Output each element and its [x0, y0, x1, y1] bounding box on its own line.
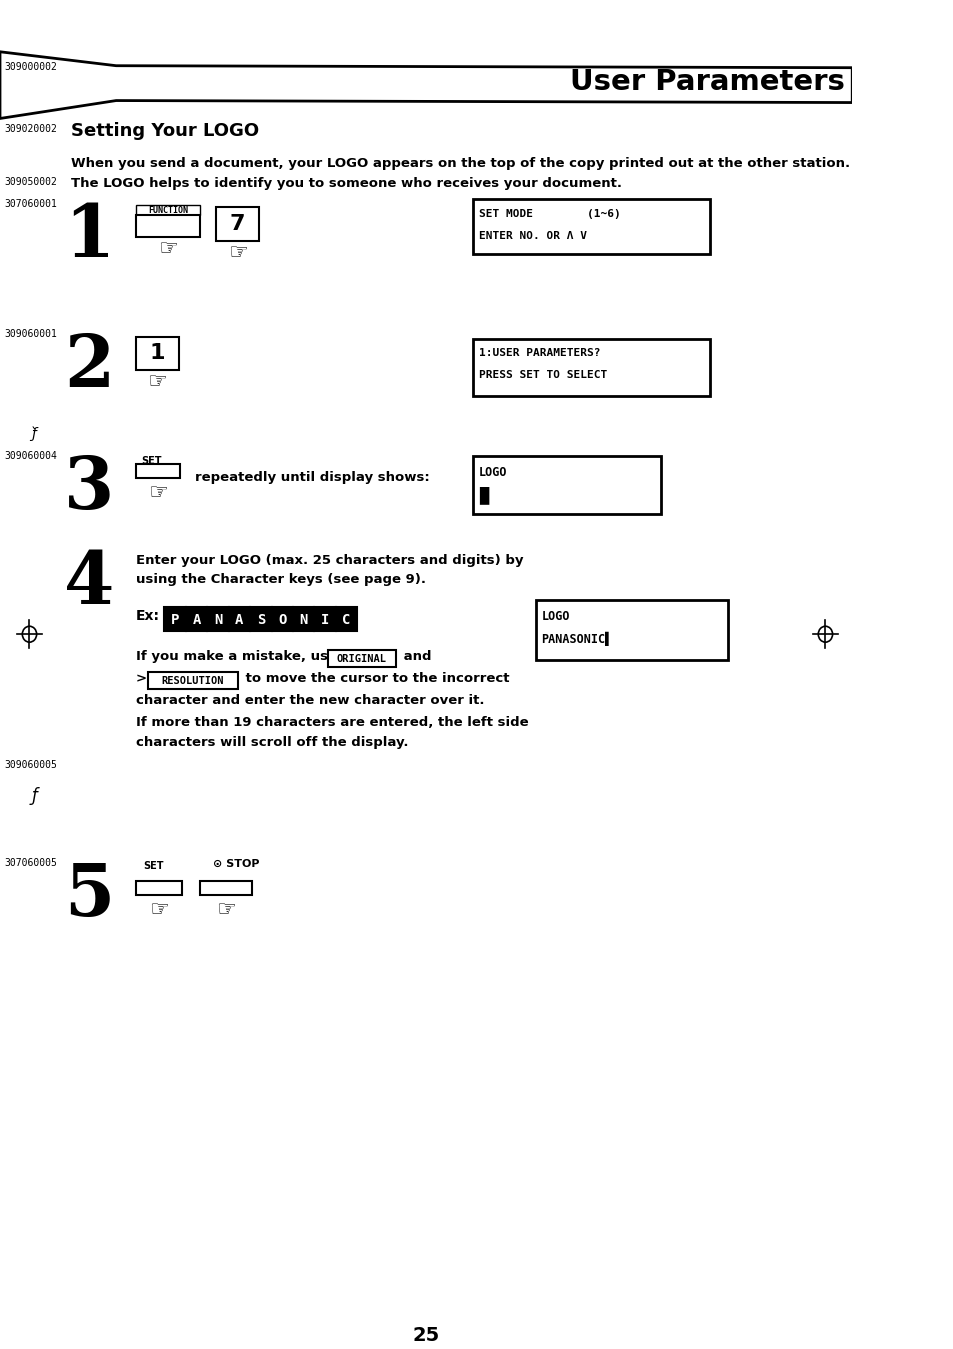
Text: I: I	[320, 614, 329, 627]
Bar	[335, 607, 357, 631]
Text: █: █	[478, 486, 487, 503]
Text: O: O	[278, 614, 286, 627]
Bar	[207, 607, 229, 631]
Text: 3: 3	[64, 453, 114, 523]
Text: N: N	[213, 614, 222, 627]
Bar	[473, 339, 709, 397]
Text: >: >	[135, 672, 152, 685]
Text: and: and	[399, 650, 432, 664]
Text: 5: 5	[64, 861, 114, 931]
Polygon shape	[0, 51, 851, 119]
Text: SET MODE        (1~6): SET MODE (1~6)	[478, 209, 619, 219]
Text: 307060005: 307060005	[5, 858, 57, 869]
Bar	[200, 881, 252, 894]
Text: ☞: ☞	[149, 900, 169, 920]
Text: 7: 7	[230, 214, 245, 233]
Bar	[135, 214, 200, 237]
Text: If you make a mistake, use <: If you make a mistake, use <	[135, 650, 356, 664]
Text: ☞: ☞	[215, 900, 235, 920]
Text: Enter your LOGO (max. 25 characters and digits) by: Enter your LOGO (max. 25 characters and …	[135, 553, 523, 567]
Text: ☞: ☞	[148, 483, 168, 503]
Bar	[186, 607, 207, 631]
Text: ƒ: ƒ	[31, 786, 37, 804]
Text: Setting Your LOGO: Setting Your LOGO	[71, 123, 259, 140]
Bar	[135, 336, 178, 371]
Text: 309060001: 309060001	[5, 329, 57, 339]
Text: RESOLUTION: RESOLUTION	[162, 676, 224, 685]
Text: FUNCTION: FUNCTION	[148, 205, 188, 214]
Text: The LOGO helps to identify you to someone who receives your document.: The LOGO helps to identify you to someon…	[71, 177, 621, 190]
Text: LOGO: LOGO	[478, 465, 507, 479]
Text: ☞: ☞	[228, 243, 248, 263]
Text: 309050002: 309050002	[5, 177, 57, 188]
Text: 309060004: 309060004	[5, 451, 57, 461]
Text: 1:USER PARAMETERS?: 1:USER PARAMETERS?	[478, 348, 599, 359]
Bar	[272, 607, 293, 631]
Text: Ex:: Ex:	[135, 610, 159, 623]
Bar	[473, 200, 709, 254]
Bar	[293, 607, 314, 631]
Text: ⊙ STOP: ⊙ STOP	[213, 859, 259, 869]
Bar	[135, 205, 200, 214]
Text: 309000002: 309000002	[5, 62, 57, 71]
Bar	[216, 208, 259, 241]
Text: ORIGINAL: ORIGINAL	[336, 654, 386, 664]
Bar	[250, 607, 272, 631]
Text: using the Character keys (see page 9).: using the Character keys (see page 9).	[135, 573, 425, 587]
Bar	[314, 607, 335, 631]
Text: 309060005: 309060005	[5, 759, 57, 770]
Text: A: A	[193, 614, 200, 627]
Text: 309020002: 309020002	[5, 124, 57, 135]
Text: When you send a document, your LOGO appears on the top of the copy printed out a: When you send a document, your LOGO appe…	[71, 158, 850, 170]
Text: N: N	[299, 614, 308, 627]
Bar	[473, 456, 660, 514]
Text: PANASONIC▌: PANASONIC▌	[540, 633, 612, 646]
Text: If more than 19 characters are entered, the left side: If more than 19 characters are entered, …	[135, 716, 528, 728]
Text: A: A	[235, 614, 243, 627]
Text: to move the cursor to the incorrect: to move the cursor to the incorrect	[241, 672, 509, 685]
Text: C: C	[342, 614, 351, 627]
Bar	[135, 464, 180, 478]
Text: 1: 1	[150, 344, 165, 363]
Text: ☞: ☞	[158, 239, 178, 259]
Text: repeatedly until display shows:: repeatedly until display shows:	[194, 471, 429, 484]
Text: LOGO: LOGO	[540, 610, 569, 623]
Text: character and enter the new character over it.: character and enter the new character ov…	[135, 693, 484, 707]
Text: PRESS SET TO SELECT: PRESS SET TO SELECT	[478, 371, 606, 380]
Bar	[536, 600, 727, 660]
Text: ENTER NO. OR Λ V: ENTER NO. OR Λ V	[478, 231, 586, 241]
Text: SET: SET	[143, 861, 163, 871]
Text: 25: 25	[412, 1326, 439, 1345]
Text: 307060001: 307060001	[5, 200, 57, 209]
Text: S: S	[256, 614, 265, 627]
Text: characters will scroll off the display.: characters will scroll off the display.	[135, 735, 408, 749]
Text: P: P	[171, 614, 179, 627]
Text: User Parameters: User Parameters	[570, 67, 844, 96]
Bar	[148, 672, 237, 689]
Text: 4: 4	[64, 548, 114, 619]
Text: ☞: ☞	[147, 372, 167, 393]
Text: ƒ̀: ƒ̀	[31, 426, 36, 441]
Text: 1: 1	[64, 201, 114, 272]
Text: SET: SET	[141, 456, 161, 465]
Text: 2: 2	[64, 331, 114, 402]
Bar	[229, 607, 250, 631]
Bar	[328, 650, 395, 666]
Bar	[164, 607, 186, 631]
Bar	[135, 881, 182, 894]
